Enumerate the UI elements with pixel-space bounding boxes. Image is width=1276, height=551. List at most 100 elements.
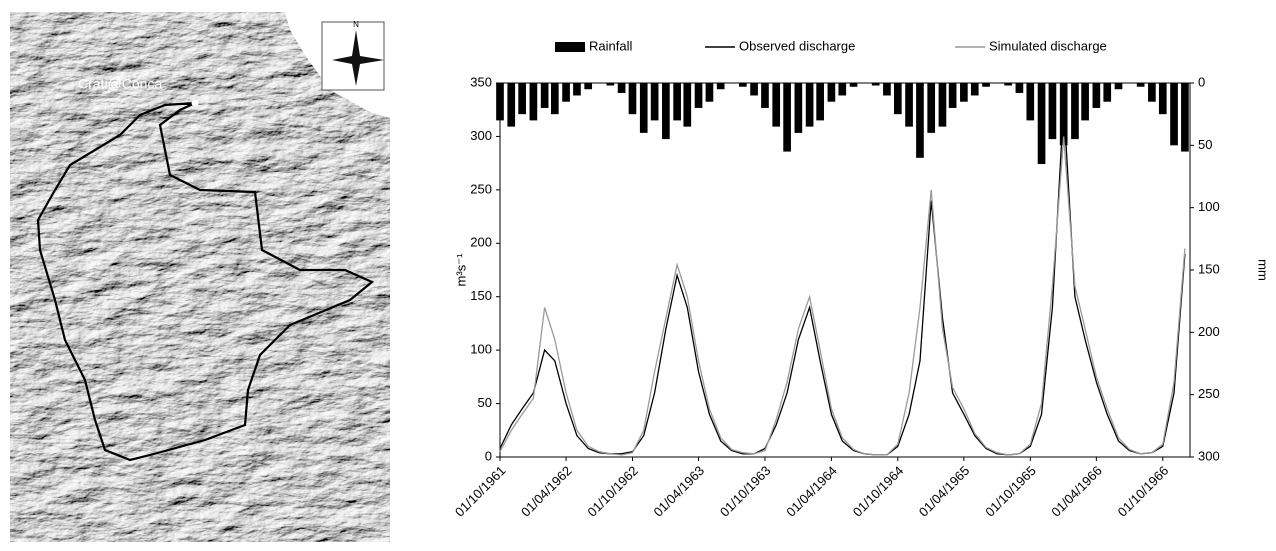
discharge-line [499,104,1186,456]
rainfall-bar [716,83,725,90]
rainfall-bar [827,83,836,102]
catchment-outline [36,101,375,462]
rainfall-bar [705,83,714,102]
rainfall-bar [1181,83,1189,152]
rainfall-bar [1037,83,1046,165]
y-tick-label: 150 [470,288,492,303]
y2-tick-label: 50 [1198,137,1212,152]
y2-axis-label: mm [1256,259,1271,281]
legend-label: Rainfall [589,38,632,53]
rainfall-bar [1103,83,1112,102]
rainfall-bar [816,83,824,121]
y-tick-label: 100 [470,342,492,357]
rainfall-bar [883,83,891,96]
rainfall-bar [905,83,913,127]
rainfall-bar [1048,83,1057,140]
x-tick-label: 01/10/1963 [717,463,774,520]
north-arrow [332,30,384,86]
rainfall-bar [1026,83,1035,121]
y2-tick-label: 150 [1198,261,1220,276]
rainfall-bar [893,83,902,115]
x-tick-label: 01/04/1962 [518,463,575,520]
rainfall-bar [1071,83,1079,140]
rainfall-bar [761,83,769,108]
rainfall-bar [496,83,504,121]
y2-tick-label: 300 [1198,448,1220,463]
rainfall-bar [562,83,570,102]
rainfall-bar [794,83,803,133]
rainfall-bar [738,83,747,87]
rainfall-bar [982,83,990,87]
map: N Crati@Conca [10,12,390,542]
legend-label: Observed discharge [739,38,855,53]
relief [10,12,390,542]
rainfall-bar [662,83,670,140]
rainfall-bar [573,83,581,96]
x-tick-label: 01/10/1962 [584,463,641,520]
rainfall-bar [1170,83,1178,146]
rainfall-bar [960,83,968,102]
y2-tick-label: 100 [1198,199,1220,214]
y-axis-label: m³s⁻¹ [453,253,468,287]
y2-tick-label: 250 [1198,386,1220,401]
x-tick-label: 01/04/1965 [916,463,973,520]
rainfall-bar [948,83,957,108]
rainfall-bar [970,83,979,96]
y-tick-label: 250 [470,181,492,196]
rainfall-bar [518,83,526,115]
x-tick-label: 01/10/1961 [452,463,509,520]
rainfall-bar [628,83,637,115]
y-tick-label: 350 [470,74,492,89]
north-label: N [353,20,359,29]
rainfall-bar [507,83,516,127]
rainfall-bar [916,83,924,158]
legend-swatch [555,42,585,52]
rainfall-bar [1148,83,1156,102]
station-label: Crati@Conca [78,76,162,92]
rainfall-bar [849,83,858,87]
rainfall-bar [1004,83,1012,86]
legend-label: Simulated discharge [989,38,1107,53]
y-tick-label: 300 [470,128,492,143]
rainfall-bar [617,83,626,93]
discharge-line [499,136,1186,456]
rainfall-bar [783,83,791,152]
y-tick-label: 200 [470,235,492,250]
y2-tick-label: 0 [1198,74,1205,89]
x-tick-label: 01/10/1964 [850,463,907,520]
outlet [191,99,199,107]
x-tick-label: 01/04/1964 [783,463,840,520]
x-tick-label: 01/10/1965 [982,463,1039,520]
y-tick-label: 0 [485,448,492,463]
rainfall-bar [683,83,692,127]
rainfall-bar [938,83,947,127]
rainfall-bar [871,83,880,86]
rainfall-bar [1092,83,1101,108]
rainfall-bar [540,83,549,108]
rainfall-bar [639,83,648,133]
rainfall-bar [650,83,659,121]
y2-tick-label: 200 [1198,324,1220,339]
x-tick-label: 01/04/1963 [650,463,707,520]
rainfall-bar [838,83,847,96]
rainfall-bar [606,83,615,86]
rainfall-bar [772,83,781,127]
rainfall-bar [927,83,936,133]
plot-frame [499,82,1191,458]
y-tick-label: 50 [478,395,492,410]
rainfall-bar [1114,83,1123,90]
rainfall-bar [529,83,538,121]
x-tick-label: 01/04/1966 [1048,463,1105,520]
x-tick-label: 01/10/1966 [1115,463,1172,520]
rainfall-bar [673,83,681,121]
rainfall-bar [1015,83,1024,93]
rainfall-bar [750,83,758,96]
rainfall-bar [550,83,559,115]
rainfall-bar [805,83,814,127]
rainfall-bar [584,83,593,90]
rainfall-bar [1136,83,1145,87]
rainfall-bar [694,83,703,108]
rainfall-bar [1158,83,1167,115]
rainfall-bar [1081,83,1089,121]
